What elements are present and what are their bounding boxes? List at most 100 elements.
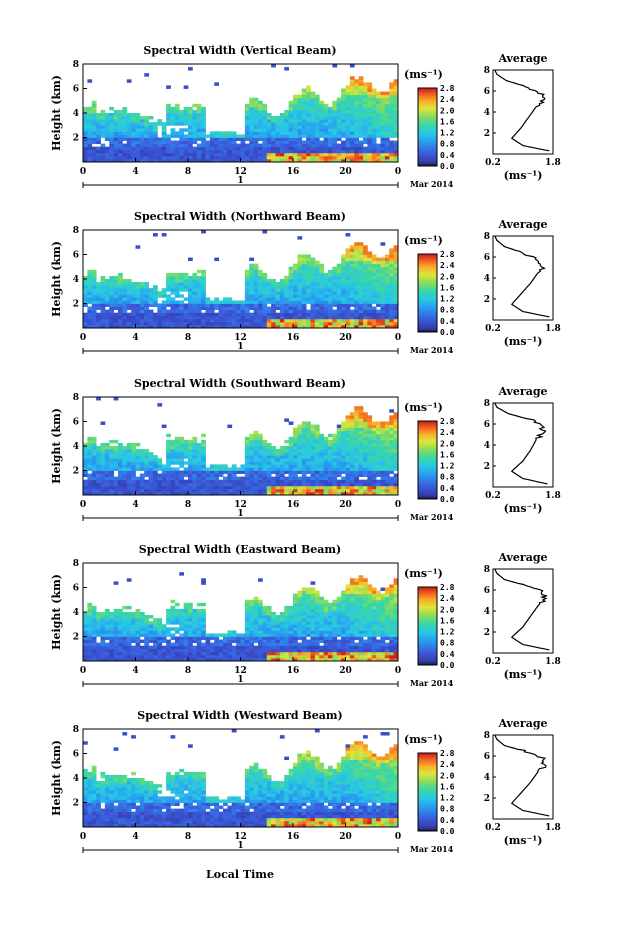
heatmap-cell [126, 621, 132, 625]
heatmap-cell [153, 482, 158, 487]
heatmap-cell [131, 615, 136, 619]
heatmap-cell [266, 312, 272, 317]
heatmap-cell [266, 125, 272, 129]
heatmap-cell [262, 654, 268, 659]
heatmap-cell [131, 627, 136, 631]
heatmap-cell [336, 430, 342, 435]
heatmap-cell [389, 275, 395, 280]
heatmap-cell [380, 424, 386, 429]
heatmap-cell [301, 106, 307, 111]
heatmap-cell [139, 627, 145, 631]
heatmap-cell [166, 464, 171, 468]
heatmap-cell [179, 303, 185, 307]
heatmap-cell [188, 482, 193, 487]
heatmap-cell [113, 639, 119, 644]
heatmap-cell [328, 291, 333, 295]
heatmap-cell [345, 282, 351, 286]
heatmap-cell [183, 624, 189, 628]
heatmap-cell [209, 306, 215, 311]
heatmap-cell [166, 315, 171, 320]
heatmap-cell [253, 315, 259, 320]
heatmap-cell [358, 143, 364, 148]
heatmap-cell [367, 88, 373, 92]
heatmap-cell [354, 427, 360, 432]
heatmap-cell [100, 125, 106, 129]
heatmap-cell [183, 282, 189, 286]
heatmap-cell [83, 324, 88, 329]
heatmap-cell [393, 464, 399, 468]
colorbar-swatch [418, 428, 437, 432]
heatmap-cell [297, 324, 303, 329]
heatmap-cell [236, 134, 241, 138]
heatmap-cell [376, 479, 381, 484]
heatmap-cell [336, 482, 342, 487]
heatmap-cell [301, 152, 307, 157]
heatmap-cell [380, 482, 386, 487]
heatmap-cell [293, 467, 298, 471]
heatmap-cell [288, 461, 294, 465]
heatmap-cell [148, 291, 154, 295]
heatmap-cell [349, 248, 355, 252]
heatmap-cell [293, 452, 298, 456]
heatmap-cell [363, 149, 368, 154]
heatmap-cell [341, 303, 346, 307]
heatmap-cell [306, 125, 311, 129]
heatmap-cell [170, 645, 176, 650]
heatmap-cell [218, 485, 224, 490]
heatmap-cell [310, 131, 316, 135]
heatmap-cell [118, 612, 123, 616]
heatmap-cell [174, 134, 180, 138]
heatmap-cell [91, 615, 97, 619]
heatmap-cell [336, 427, 342, 432]
heatmap-cell [284, 449, 290, 453]
heatmap-cell [306, 88, 311, 92]
heatmap-cell [310, 137, 316, 141]
heatmap-cell [118, 294, 123, 298]
colorbar-swatch [418, 426, 437, 430]
heatmap-cell [341, 424, 346, 429]
heatmap-cell [144, 285, 150, 289]
heatmap-cell [384, 491, 390, 496]
heatmap-cell [148, 639, 154, 644]
heatmap-cell [293, 654, 298, 659]
heatmap-cell [122, 446, 128, 450]
heatmap-cell [201, 482, 206, 487]
heatmap-cell [258, 461, 263, 465]
heatmap-cell [253, 449, 259, 453]
heatmap-cell [144, 461, 150, 465]
heatmap-cell [319, 297, 325, 301]
heatmap-cell [376, 119, 381, 123]
heatmap-cell [258, 433, 263, 438]
heatmap-cell [244, 624, 250, 628]
heatmap-cell [218, 657, 224, 662]
heatmap-cell [354, 439, 360, 444]
heatmap-cell [131, 491, 136, 496]
heatmap-cell [104, 464, 110, 468]
heatmap-cell [231, 143, 237, 148]
heatmap-cell [87, 621, 93, 625]
heatmap-cell [358, 482, 364, 487]
heatmap-cell [363, 312, 368, 317]
heatmap-cell [279, 140, 285, 145]
heatmap-cell [367, 485, 373, 490]
heatmap-cell [183, 645, 189, 650]
heatmap-cell [314, 260, 320, 265]
heatmap-cell [170, 458, 176, 462]
heatmap-cell [118, 642, 123, 647]
heatmap-cell [83, 633, 88, 637]
heatmap-cell [297, 275, 303, 280]
heatmap-cell [275, 491, 281, 496]
heatmap-cell [380, 479, 386, 484]
heatmap-cell [104, 288, 110, 292]
heatmap-cell [166, 488, 171, 493]
heatmap-cell [135, 648, 141, 653]
heatmap-cell [201, 312, 206, 317]
heatmap-cell [349, 275, 355, 280]
heatmap-cell [393, 282, 399, 286]
heatmap-cell [161, 624, 167, 628]
colorbar-tick-label: 2.8 [440, 250, 455, 259]
heatmap-cell [96, 294, 101, 298]
heatmap-cell [201, 470, 206, 474]
heatmap-cell [100, 455, 106, 459]
heatmap-cell [301, 605, 307, 610]
